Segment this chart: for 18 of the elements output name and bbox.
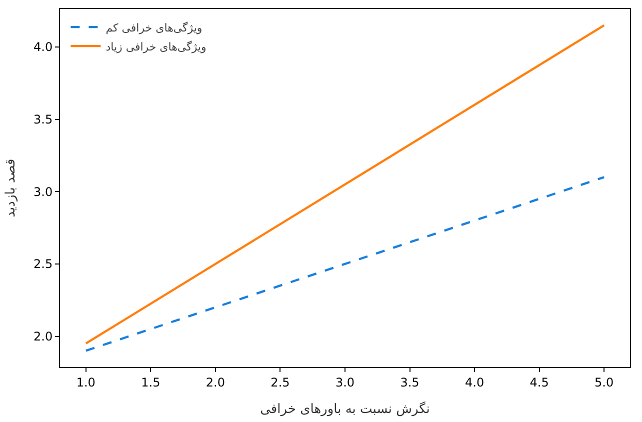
legend-label: ویژگی‌های خرافی کم bbox=[106, 21, 202, 34]
x-tick-label: 4.0 bbox=[465, 375, 484, 390]
x-tick-label: 5.0 bbox=[594, 375, 614, 390]
legend-label: ویژگی‌های خرافی زیاد bbox=[106, 40, 206, 54]
x-tick-label: 1.0 bbox=[76, 375, 96, 390]
x-tick-label: 4.5 bbox=[530, 375, 549, 390]
y-tick-label: 3.5 bbox=[34, 112, 53, 126]
x-tick-label: 3.0 bbox=[335, 375, 355, 390]
y-tick-label: 4.0 bbox=[34, 40, 53, 54]
x-tick-label: 2.0 bbox=[206, 375, 225, 390]
x-tick-label: 3.5 bbox=[400, 375, 420, 390]
y-tick-label: 3.0 bbox=[34, 184, 53, 199]
y-tick-label: 2.0 bbox=[34, 329, 53, 344]
y-axis-title: قصد بازدید bbox=[3, 158, 18, 218]
x-tick-label: 2.5 bbox=[270, 375, 290, 390]
y-tick-label: 2.5 bbox=[34, 257, 53, 272]
x-axis-title: نگرش نسبت به باورهای خرافی bbox=[260, 401, 430, 417]
x-tick-label: 1.5 bbox=[141, 375, 160, 390]
